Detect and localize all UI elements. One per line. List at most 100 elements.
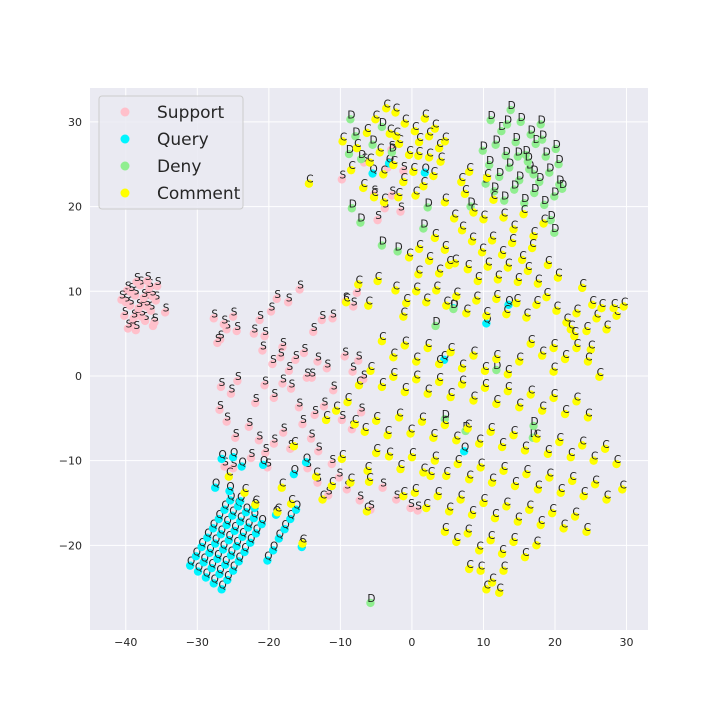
point-support	[295, 285, 304, 294]
point-comment	[440, 420, 450, 430]
point-label-comment: C	[386, 446, 393, 458]
point-query	[289, 469, 299, 479]
point-label-comment: C	[333, 401, 340, 413]
point-label-deny: D	[533, 134, 541, 146]
point-query	[291, 505, 301, 514]
point-comment	[385, 129, 394, 138]
point-label-comment: C	[416, 239, 423, 251]
point-comment	[373, 276, 382, 286]
point-support	[123, 324, 133, 333]
point-comment	[346, 165, 356, 175]
point-comment	[363, 466, 372, 475]
point-label-comment: C	[421, 462, 428, 474]
point-label-comment: C	[465, 259, 472, 271]
point-label-query: Q	[245, 518, 253, 530]
point-comment	[391, 108, 400, 117]
point-label-comment: C	[497, 583, 504, 595]
point-comment	[469, 351, 478, 360]
point-label-comment: C	[381, 192, 388, 204]
point-label-deny: D	[531, 183, 539, 195]
point-query	[208, 524, 218, 533]
point-label-comment: C	[379, 331, 386, 343]
point-support	[150, 318, 159, 327]
point-query	[216, 530, 226, 539]
point-label-support: S	[401, 161, 408, 173]
point-comment	[371, 448, 381, 458]
point-label-support: S	[126, 319, 133, 331]
point-comment	[509, 537, 518, 547]
point-label-comment: C	[452, 253, 459, 265]
point-support	[348, 367, 357, 376]
point-comment	[394, 413, 404, 422]
point-support	[260, 381, 269, 390]
point-comment	[452, 537, 461, 547]
point-label-deny: D	[526, 159, 534, 171]
point-label-comment: C	[348, 160, 355, 172]
point-comment	[422, 298, 431, 307]
point-label-comment: C	[479, 242, 486, 254]
point-label-support: S	[270, 354, 277, 366]
point-comment	[436, 157, 445, 166]
point-label-comment: C	[401, 307, 408, 319]
point-support	[216, 382, 226, 392]
point-label-support: S	[302, 343, 309, 355]
point-deny	[541, 152, 550, 161]
point-label-comment: C	[568, 319, 575, 331]
point-comment	[464, 167, 474, 177]
point-query	[223, 575, 232, 585]
point-comment	[552, 306, 561, 315]
point-label-support: S	[134, 272, 141, 284]
point-label-comment: C	[339, 449, 346, 461]
point-label-query: Q	[264, 551, 272, 563]
point-label-comment: C	[454, 532, 461, 544]
point-label-comment: C	[394, 126, 401, 138]
point-support	[342, 485, 352, 494]
point-label-comment: C	[431, 428, 438, 440]
point-comment	[434, 269, 444, 278]
point-label-deny: D	[551, 223, 559, 235]
point-label-comment: C	[414, 369, 421, 381]
point-label-support: S	[136, 298, 143, 310]
point-deny	[484, 160, 494, 170]
point-label-comment: C	[534, 535, 541, 547]
point-label-comment: C	[464, 303, 471, 315]
point-comment	[537, 351, 547, 360]
point-query	[243, 523, 253, 532]
point-comment	[602, 495, 611, 504]
point-deny	[537, 135, 547, 144]
point-label-support: S	[150, 286, 157, 298]
point-label-comment: C	[424, 498, 431, 510]
point-comment	[327, 481, 336, 491]
legend-label-deny: Deny	[157, 157, 201, 177]
point-comment	[409, 167, 418, 177]
point-label-comment: C	[547, 468, 554, 480]
point-label-deny: D	[508, 100, 516, 112]
point-label-comment: C	[402, 382, 409, 394]
point-label-support: S	[147, 278, 154, 290]
point-comment	[343, 397, 352, 407]
point-label-comment: C	[527, 500, 534, 512]
point-comment	[499, 213, 508, 222]
point-comment	[487, 578, 497, 587]
point-label-comment: C	[522, 440, 529, 452]
point-comment	[476, 566, 485, 575]
point-label-query: Q	[218, 449, 226, 461]
point-comment	[440, 198, 450, 207]
point-support	[244, 422, 254, 431]
point-label-support: S	[155, 276, 162, 288]
point-deny	[356, 154, 366, 164]
point-label-comment: C	[545, 255, 552, 267]
point-comment	[579, 491, 588, 501]
point-label-query: Q	[237, 491, 245, 503]
point-comment	[473, 276, 482, 286]
point-support	[251, 398, 260, 408]
point-comment	[489, 195, 498, 204]
point-label-support: S	[368, 500, 375, 512]
point-label-comment: C	[462, 184, 469, 196]
point-comment	[536, 520, 545, 530]
point-comment	[462, 309, 471, 318]
point-comment	[419, 468, 428, 477]
point-comment	[566, 453, 575, 462]
point-label-comment: C	[557, 432, 564, 444]
point-label-deny: D	[493, 360, 501, 372]
